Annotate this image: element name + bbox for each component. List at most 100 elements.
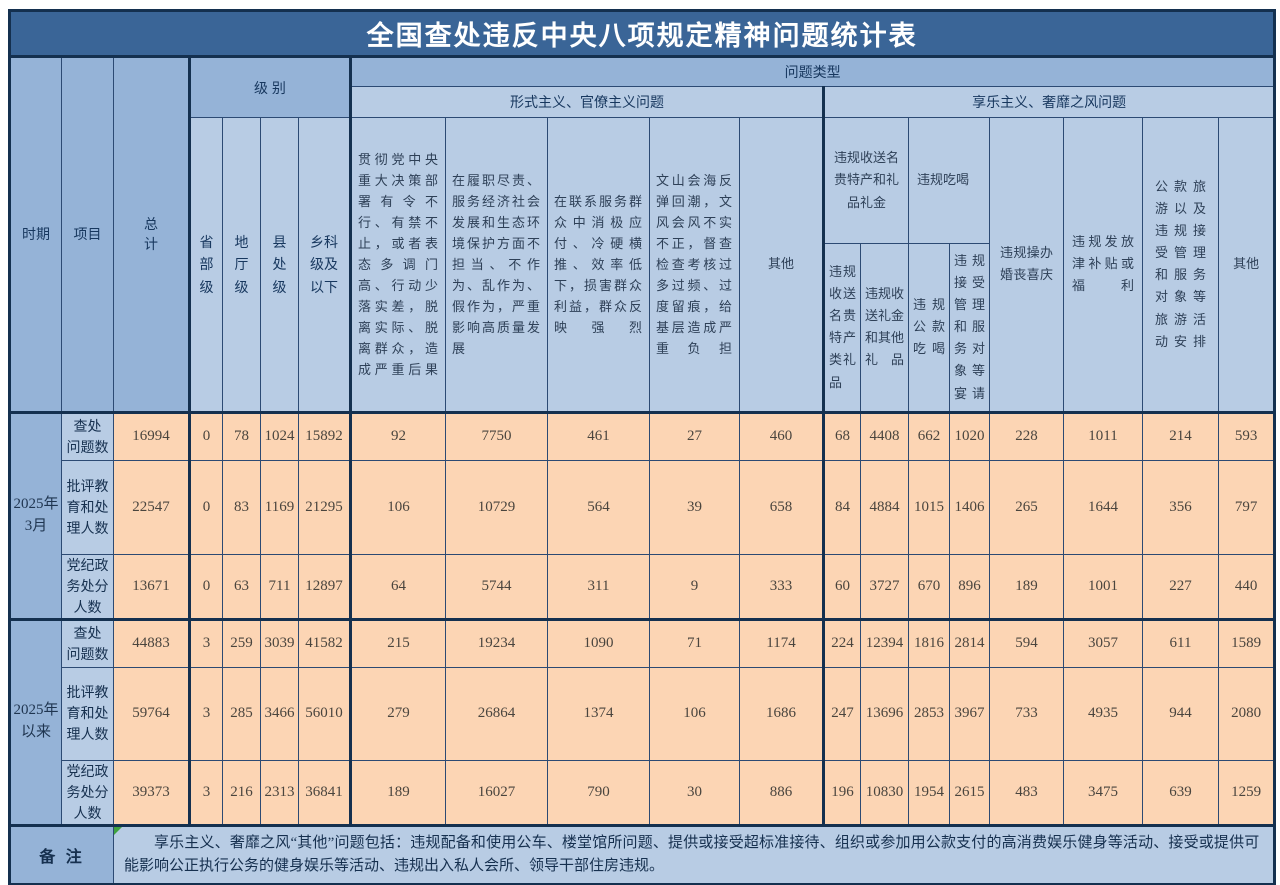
data-cell: 1174 xyxy=(739,617,825,668)
data-cell: 39 xyxy=(649,459,740,555)
data-cell: 311 xyxy=(547,553,650,620)
header-travel: 公款旅游以及违规接受管理和服务对象等旅游活动安排 xyxy=(1142,117,1219,413)
data-cell: 16027 xyxy=(445,759,548,826)
header-total: 总 计 xyxy=(113,56,190,413)
header-level-group: 级 别 xyxy=(188,56,352,118)
data-cell: 279 xyxy=(350,666,446,761)
data-cell: 78 xyxy=(222,410,261,461)
data-cell: 5744 xyxy=(445,553,548,620)
header-dining-group: 违规吃喝 xyxy=(908,117,990,244)
row-label-cell: 批评教 育和处 理人数 xyxy=(61,459,114,555)
data-cell: 0 xyxy=(188,410,223,461)
remark-text: 享乐主义、奢靡之风“其他”问题包括：违规配备和使用公车、楼堂馆所问题、提供或接受… xyxy=(124,834,1260,874)
data-cell: 440 xyxy=(1217,553,1276,620)
header-period: 时期 xyxy=(9,56,62,413)
data-cell: 483 xyxy=(989,759,1064,826)
data-cell: 41582 xyxy=(298,617,352,668)
data-cell: 1589 xyxy=(1217,617,1276,668)
data-cell: 228 xyxy=(989,410,1064,461)
header-allowance: 违规发放津补贴或福利 xyxy=(1063,117,1143,413)
data-cell: 71 xyxy=(649,617,740,668)
header-level-township: 乡科 级及 以下 xyxy=(298,117,352,413)
data-cell: 12897 xyxy=(298,553,352,620)
data-cell: 896 xyxy=(949,553,990,620)
data-cell: 2080 xyxy=(1217,666,1276,761)
data-cell: 12394 xyxy=(860,617,909,668)
data-cell: 564 xyxy=(547,459,650,555)
data-cell: 1011 xyxy=(1063,410,1143,461)
data-cell: 16994 xyxy=(113,410,190,461)
remark-cell: 享乐主义、奢靡之风“其他”问题包括：违规配备和使用公车、楼堂馆所问题、提供或接受… xyxy=(112,823,1276,885)
data-cell: 461 xyxy=(547,410,650,461)
data-cell: 1020 xyxy=(949,410,990,461)
data-cell: 10729 xyxy=(445,459,548,555)
header-hedonism-other: 其他 xyxy=(1217,117,1276,413)
data-cell: 2853 xyxy=(908,666,950,761)
data-cell: 215 xyxy=(350,617,446,668)
data-cell: 460 xyxy=(739,410,825,461)
header-gifts-group: 违规收送名贵特产和礼品礼金 xyxy=(823,117,909,244)
data-cell: 3727 xyxy=(860,553,909,620)
data-cell: 15892 xyxy=(298,410,352,461)
data-cell: 662 xyxy=(908,410,950,461)
data-cell: 30 xyxy=(649,759,740,826)
data-cell: 44883 xyxy=(113,617,190,668)
data-cell: 4408 xyxy=(860,410,909,461)
data-cell: 1259 xyxy=(1217,759,1276,826)
remark-label: 备 注 xyxy=(9,823,114,885)
data-cell: 4935 xyxy=(1063,666,1143,761)
header-problem-type-group: 问题类型 xyxy=(349,56,1276,87)
data-cell: 593 xyxy=(1217,410,1276,461)
row-label-cell: 查处 问题数 xyxy=(61,617,114,668)
data-cell: 22547 xyxy=(113,459,190,555)
data-cell: 84 xyxy=(823,459,861,555)
note-indicator-icon xyxy=(114,828,122,835)
data-cell: 1406 xyxy=(949,459,990,555)
data-cell: 1090 xyxy=(547,617,650,668)
data-cell: 21295 xyxy=(298,459,352,555)
header-formalism-3: 在联系服务群众中消极应付、冷硬横推、效率低下，损害群众利益，群众反映强烈 xyxy=(547,117,650,413)
data-cell: 285 xyxy=(222,666,261,761)
data-cell: 189 xyxy=(350,759,446,826)
data-cell: 247 xyxy=(823,666,861,761)
data-cell: 19234 xyxy=(445,617,548,668)
data-cell: 3 xyxy=(188,617,223,668)
data-cell: 1001 xyxy=(1063,553,1143,620)
data-cell: 711 xyxy=(260,553,299,620)
header-gift-products: 违规收送名贵特产类礼品 xyxy=(823,243,861,413)
data-cell: 2615 xyxy=(949,759,990,826)
data-cell: 265 xyxy=(989,459,1064,555)
data-cell: 7750 xyxy=(445,410,548,461)
data-cell: 670 xyxy=(908,553,950,620)
period-cell: 2025年 3月 xyxy=(9,410,62,620)
data-cell: 63 xyxy=(222,553,261,620)
data-cell: 1374 xyxy=(547,666,650,761)
header-level-prefecture: 地 厅 级 xyxy=(222,117,261,413)
data-cell: 227 xyxy=(1142,553,1219,620)
data-cell: 189 xyxy=(989,553,1064,620)
data-cell: 2313 xyxy=(260,759,299,826)
row-label-cell: 党纪政 务处分 人数 xyxy=(61,759,114,826)
header-wedding-funeral: 违规操办婚丧喜庆 xyxy=(989,117,1064,413)
data-cell: 59764 xyxy=(113,666,190,761)
data-cell: 216 xyxy=(222,759,261,826)
data-cell: 26864 xyxy=(445,666,548,761)
data-cell: 27 xyxy=(649,410,740,461)
data-cell: 3967 xyxy=(949,666,990,761)
header-gift-money: 违规收送礼金和其他礼品 xyxy=(860,243,909,413)
data-cell: 611 xyxy=(1142,617,1219,668)
header-level-provincial: 省 部 级 xyxy=(188,117,223,413)
data-cell: 224 xyxy=(823,617,861,668)
header-dining-public-funds: 违规公款吃喝 xyxy=(908,243,950,413)
data-cell: 36841 xyxy=(298,759,352,826)
data-cell: 3 xyxy=(188,666,223,761)
data-cell: 60 xyxy=(823,553,861,620)
data-cell: 886 xyxy=(739,759,825,826)
data-cell: 3466 xyxy=(260,666,299,761)
header-formalism-2: 在履职尽责、服务经济社会发展和生态环境保护方面不担当、不作为、乱作为、假作为，严… xyxy=(445,117,548,413)
row-label-cell: 查处 问题数 xyxy=(61,410,114,461)
data-cell: 56010 xyxy=(298,666,352,761)
header-level-county: 县 处 级 xyxy=(260,117,299,413)
data-cell: 13671 xyxy=(113,553,190,620)
